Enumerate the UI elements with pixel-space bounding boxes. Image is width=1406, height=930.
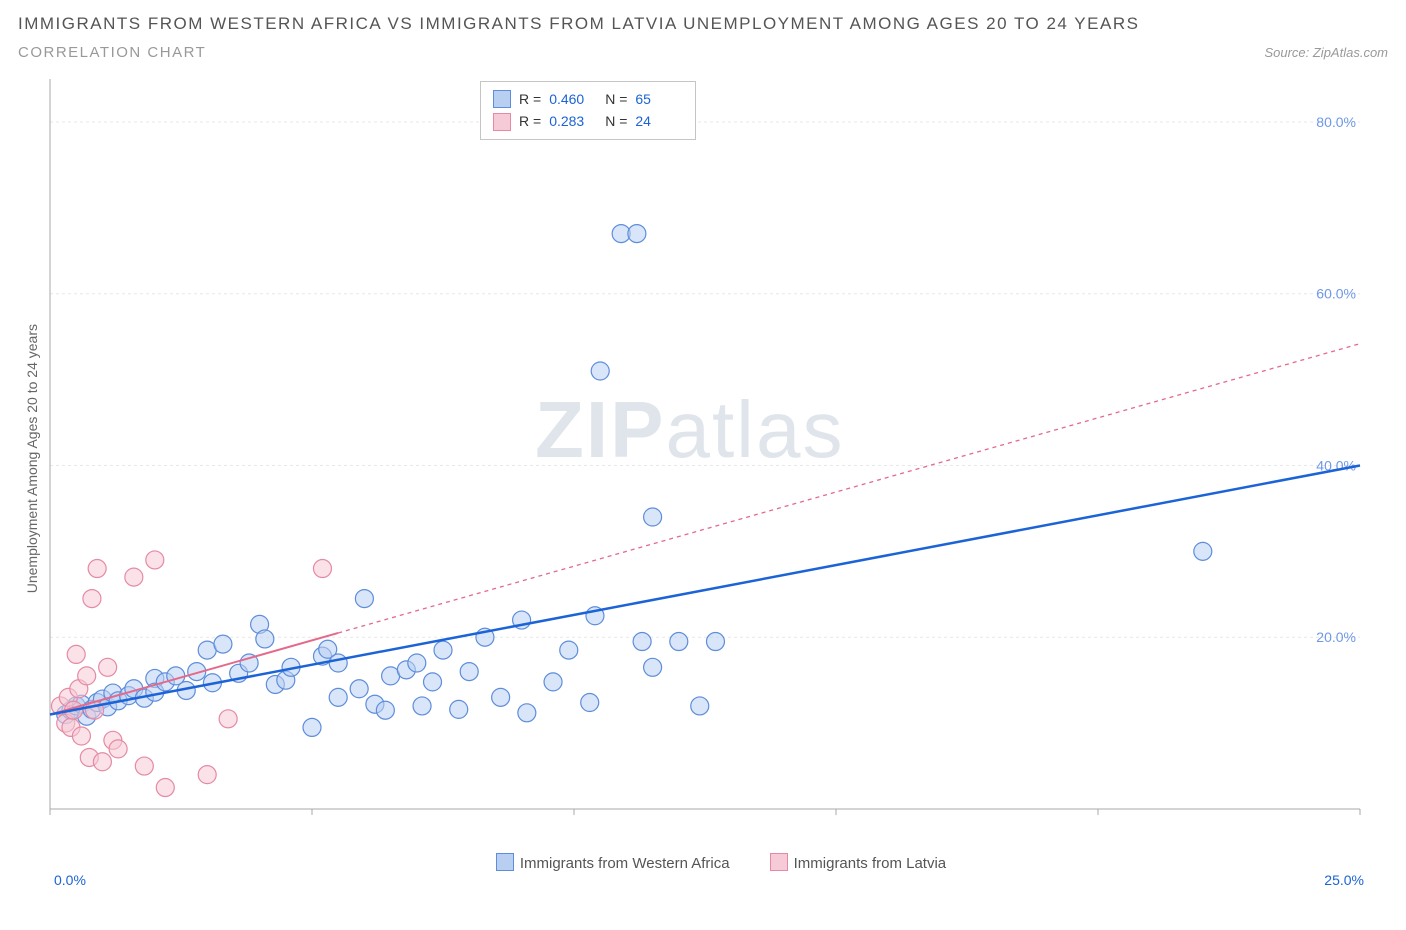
chart-subtitle: CORRELATION CHART <box>18 44 206 61</box>
chart-title: IMMIGRANTS FROM WESTERN AFRICA VS IMMIGR… <box>18 14 1388 34</box>
x-axis-max-label: 25.0% <box>1324 872 1364 888</box>
source-attribution: Source: ZipAtlas.com <box>1264 45 1388 60</box>
y-axis-label: Unemployment Among Ages 20 to 24 years <box>18 324 40 593</box>
chart-area: Unemployment Among Ages 20 to 24 years 2… <box>18 69 1388 849</box>
legend-item: Immigrants from Latvia <box>770 853 947 872</box>
svg-text:20.0%: 20.0% <box>1316 629 1356 645</box>
svg-text:80.0%: 80.0% <box>1316 114 1356 130</box>
scatter-chart: 20.0%40.0%60.0%80.0% <box>40 69 1370 849</box>
svg-text:60.0%: 60.0% <box>1316 286 1356 302</box>
x-axis-min-label: 0.0% <box>54 872 86 888</box>
bottom-legend: Immigrants from Western Africa Immigrants… <box>54 853 1388 872</box>
legend-item: Immigrants from Western Africa <box>496 853 730 872</box>
stats-box: R =0.460N =65R =0.283N =24 <box>480 81 696 140</box>
